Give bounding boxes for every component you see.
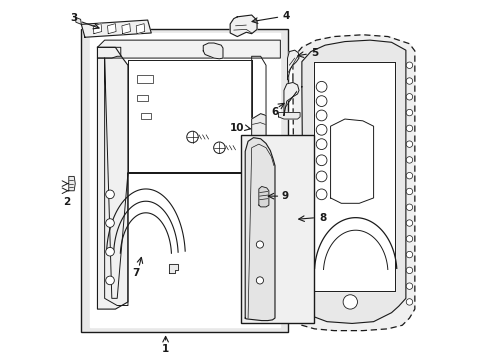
Text: 7: 7 bbox=[132, 268, 139, 278]
Polygon shape bbox=[169, 264, 178, 273]
Polygon shape bbox=[136, 24, 144, 34]
Text: 4: 4 bbox=[282, 11, 289, 21]
Circle shape bbox=[406, 141, 412, 147]
Polygon shape bbox=[230, 15, 257, 37]
Circle shape bbox=[186, 131, 198, 143]
Circle shape bbox=[316, 171, 326, 182]
Circle shape bbox=[406, 204, 412, 211]
Polygon shape bbox=[69, 176, 75, 191]
Polygon shape bbox=[75, 17, 81, 24]
Polygon shape bbox=[97, 40, 280, 58]
Bar bbox=[137, 75, 153, 83]
Polygon shape bbox=[93, 24, 102, 34]
Polygon shape bbox=[278, 113, 300, 119]
Text: 9: 9 bbox=[281, 191, 287, 201]
Text: 2: 2 bbox=[62, 197, 70, 207]
Circle shape bbox=[105, 276, 114, 285]
Circle shape bbox=[105, 219, 114, 227]
Circle shape bbox=[105, 247, 114, 256]
Polygon shape bbox=[301, 40, 405, 323]
Circle shape bbox=[406, 62, 412, 68]
Text: 10: 10 bbox=[230, 123, 244, 133]
Circle shape bbox=[316, 96, 326, 107]
Circle shape bbox=[256, 277, 263, 284]
Text: 5: 5 bbox=[310, 48, 317, 58]
Polygon shape bbox=[81, 20, 151, 37]
Polygon shape bbox=[314, 62, 394, 291]
Bar bbox=[140, 113, 150, 119]
Polygon shape bbox=[122, 24, 130, 34]
Circle shape bbox=[406, 299, 412, 305]
Circle shape bbox=[406, 109, 412, 116]
Circle shape bbox=[406, 235, 412, 242]
Circle shape bbox=[406, 125, 412, 132]
Polygon shape bbox=[251, 114, 265, 146]
Circle shape bbox=[406, 267, 412, 274]
Polygon shape bbox=[287, 50, 298, 80]
Circle shape bbox=[316, 189, 326, 200]
Circle shape bbox=[406, 94, 412, 100]
Bar bbox=[137, 95, 147, 101]
Polygon shape bbox=[258, 186, 268, 207]
Bar bbox=[241, 135, 314, 323]
Polygon shape bbox=[107, 24, 116, 34]
Text: 1: 1 bbox=[162, 343, 169, 354]
Text: 6: 6 bbox=[270, 107, 278, 117]
Circle shape bbox=[406, 188, 412, 195]
Circle shape bbox=[316, 125, 326, 135]
Circle shape bbox=[406, 220, 412, 226]
Polygon shape bbox=[90, 33, 280, 327]
Polygon shape bbox=[284, 82, 298, 116]
Circle shape bbox=[316, 155, 326, 166]
Polygon shape bbox=[203, 43, 223, 59]
Circle shape bbox=[105, 190, 114, 199]
Circle shape bbox=[406, 172, 412, 179]
Circle shape bbox=[343, 295, 357, 309]
Circle shape bbox=[316, 110, 326, 121]
Polygon shape bbox=[97, 47, 128, 309]
Bar bbox=[81, 30, 287, 332]
Polygon shape bbox=[128, 60, 251, 173]
Circle shape bbox=[213, 142, 224, 153]
Polygon shape bbox=[330, 119, 373, 203]
Circle shape bbox=[316, 139, 326, 149]
Circle shape bbox=[406, 78, 412, 84]
Circle shape bbox=[406, 283, 412, 289]
Circle shape bbox=[406, 157, 412, 163]
Text: 8: 8 bbox=[318, 213, 325, 222]
Polygon shape bbox=[244, 138, 274, 320]
Circle shape bbox=[256, 241, 263, 248]
Text: 3: 3 bbox=[70, 13, 78, 23]
Polygon shape bbox=[292, 35, 414, 330]
Circle shape bbox=[406, 251, 412, 258]
Circle shape bbox=[316, 81, 326, 92]
